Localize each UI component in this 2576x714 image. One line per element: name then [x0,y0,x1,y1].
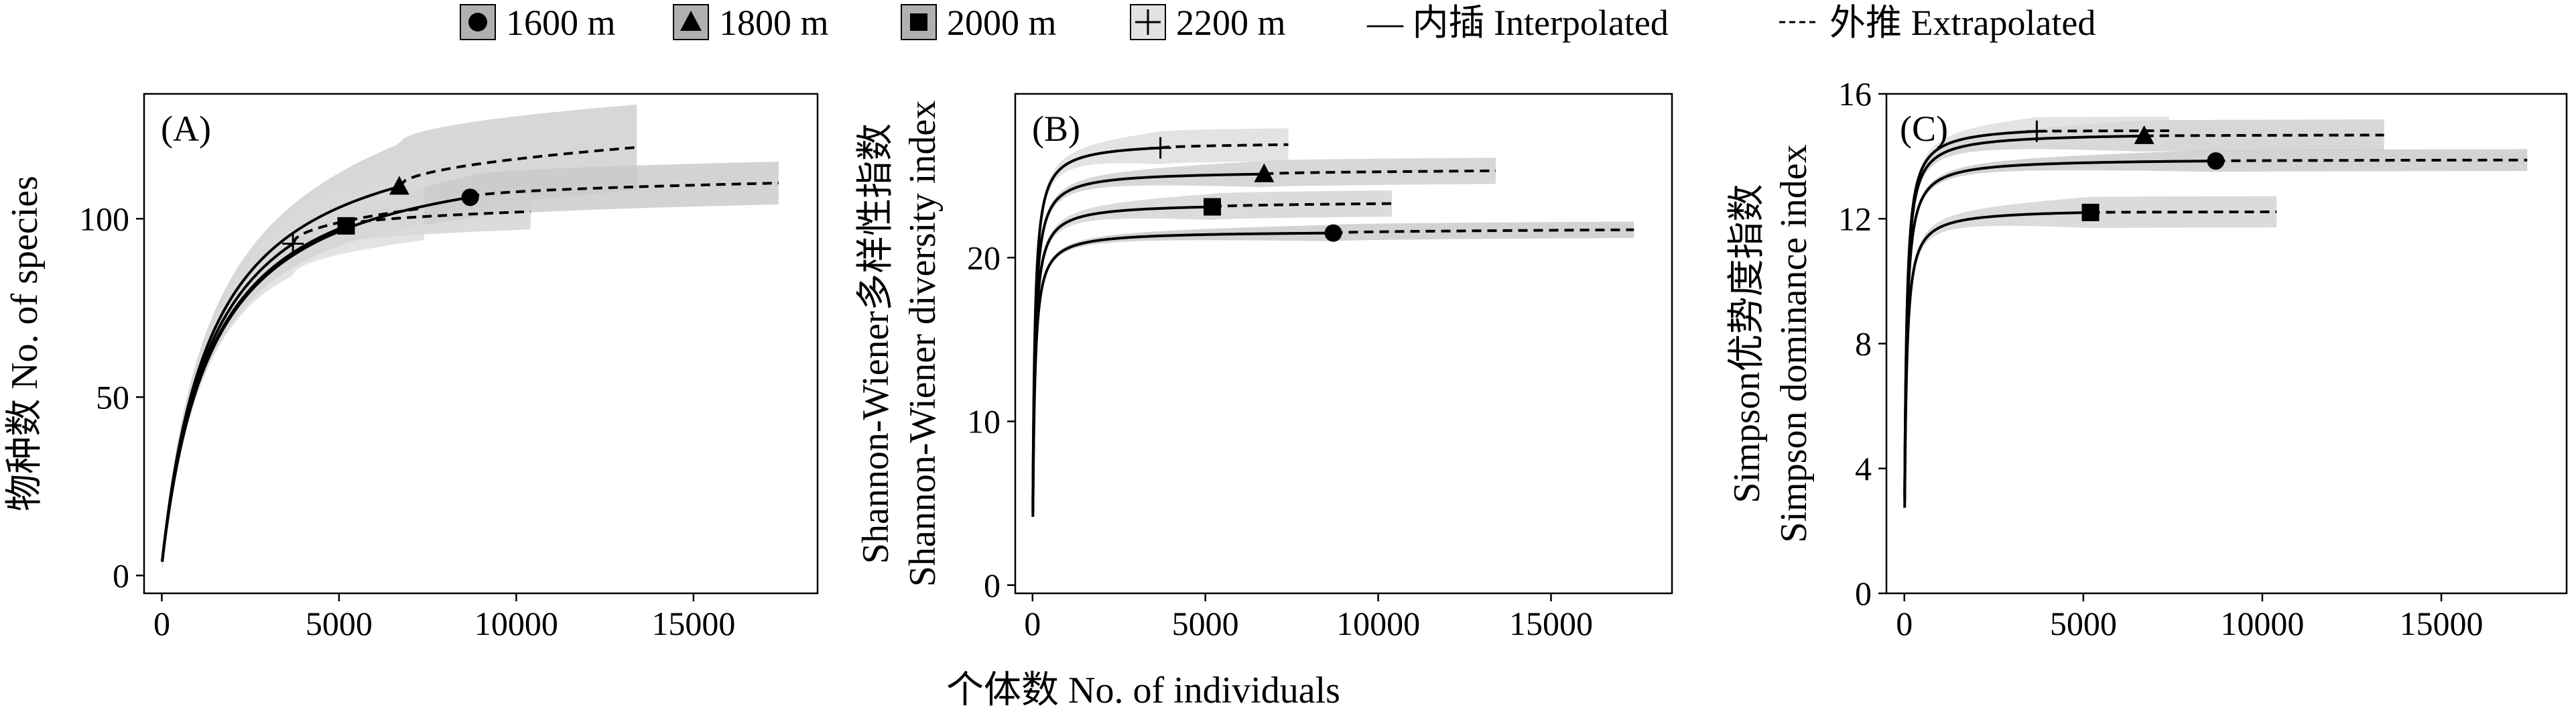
legend-interpolated: — 内插 Interpolated [1366,3,1669,43]
y-tick-label: 16 [1838,75,1872,113]
extrapolated-line-triangle [1264,169,1496,176]
interpolated-line-plus [1031,146,1161,503]
legend-item-2200: 2200 m [1130,3,1286,43]
legend-label: 1800 m [719,3,829,43]
confidence-band-plus [1033,128,1289,508]
y-tick-label: 0 [1855,575,1872,612]
x-tick-label: 15000 [1509,605,1593,642]
panel-b: 0 5000 10000 15000 0 10 20 (B) Shannon-Wiener多样性… [855,93,1673,642]
extrapolated-line-triangle [398,145,637,188]
x-tick-label: 0 [1024,605,1041,642]
y-tick-label: 50 [96,378,129,416]
data-point-1800 [389,176,409,195]
x-tick-label: 10000 [2220,605,2304,642]
confidence-bands [162,104,779,573]
y-axis-title-line-2: Simpson dominance index [1773,144,1815,542]
y-axis-title-line-2: Shannon-Wiener diversity index [902,101,944,587]
legend-swatch [460,4,496,40]
interpolated-line-circle [1903,160,2216,500]
shared-x-axis-title: 个体数 No. of individuals [946,670,1340,711]
confidence-band-triangle [1905,119,2384,500]
x-tick-label: 5000 [2050,605,2117,642]
y-tick-label: 100 [79,200,129,237]
confidence-band-square [1905,196,2277,512]
x-tick-label: 5000 [1172,605,1239,642]
confidence-band-triangle [162,104,637,573]
legend-label: 2000 m [947,3,1057,43]
data-point-1600 [1324,224,1342,242]
y-tick-label: 4 [1855,450,1872,487]
extrapolated-line-plus [1160,143,1289,150]
y-axis-title-line-1: Shannon-Wiener多样性指数 [855,123,897,564]
x-tick-label: 0 [153,605,170,642]
legend-item-1800: 1800 m [673,3,829,43]
triangle-marker-icon [680,11,702,31]
y-tick-label: 20 [967,239,1001,276]
x-tick-label: 10000 [474,605,558,642]
interpolated-line-circle [1031,231,1334,517]
data-point-1800 [2134,125,2154,144]
interpolated-line-plus [1903,129,2037,495]
y-tick-label: 0 [113,556,129,594]
extrapolated-line-plus [292,206,425,245]
square-marker-icon [910,13,927,31]
extrapolated-line-square [345,210,531,227]
extrapolated-line-square [2090,211,2277,214]
interpolated-line-plus [160,242,294,562]
data-point-2000 [2081,203,2100,221]
y-axis-title: 物种数 No. of species [4,176,46,512]
interpolated-line-triangle [1903,134,2144,496]
plot-frame [1014,93,1673,595]
legend: 1600 m 1800 m 2000 m 2200 m — 内插 Interpo… [460,3,2096,43]
data-point-1600 [2207,152,2225,170]
x-tick-label: 0 [1896,605,1913,642]
y-axis-title-line-1: Simpson优势度指数 [1726,184,1768,503]
data-point-2200 [282,233,304,255]
y-tick-label: 10 [967,403,1001,440]
confidence-band-circle [1033,221,1634,519]
x-tick-label: 5000 [306,605,373,642]
panel-label: (B) [1032,109,1080,149]
y-tick-label: 8 [1855,325,1872,363]
confidence-bands [1905,116,2528,512]
x-tick-label: 15000 [651,605,735,642]
legend-extrapolated: 外推 Extrapolated [1829,3,2096,43]
x-tick-label: 10000 [1336,605,1420,642]
confidence-band-square [1033,190,1393,516]
plot-frame [143,93,819,595]
data-point-2200 [1149,137,1171,159]
interpolated-line-square [1903,211,2091,508]
x-tick-label: 15000 [2400,605,2484,642]
y-tick-label: 12 [1838,200,1872,237]
data-point-1600 [461,188,479,206]
panel-label: (C) [1900,109,1948,149]
circle-marker-icon [468,13,487,32]
extrapolated-line-circle [1333,228,1634,235]
data-point-2200 [2026,120,2048,142]
confidence-bands [1033,128,1634,519]
legend-label: 1600 m [506,3,616,43]
legend-item-2000: 2000 m [901,3,1057,43]
confidence-band-circle [162,162,779,567]
legend-label: 2200 m [1176,3,1286,43]
extrapolated-line-circle [2215,158,2528,163]
y-tick-label: 0 [984,567,1001,604]
panel-a: 0 5000 10000 15000 0 50 100 (A) 物种数 No. of speci… [4,93,819,642]
data-point-1800 [1254,163,1275,182]
data-point-2000 [1204,198,1221,216]
legend-item-1600: 1600 m [460,3,616,43]
panel-label: (A) [161,109,211,149]
extrapolated-line-circle [470,182,779,199]
panel-c: 0 5000 10000 15000 0 4 8 12 16 (C) Simpson优势度指数 Sim… [1726,75,2568,642]
